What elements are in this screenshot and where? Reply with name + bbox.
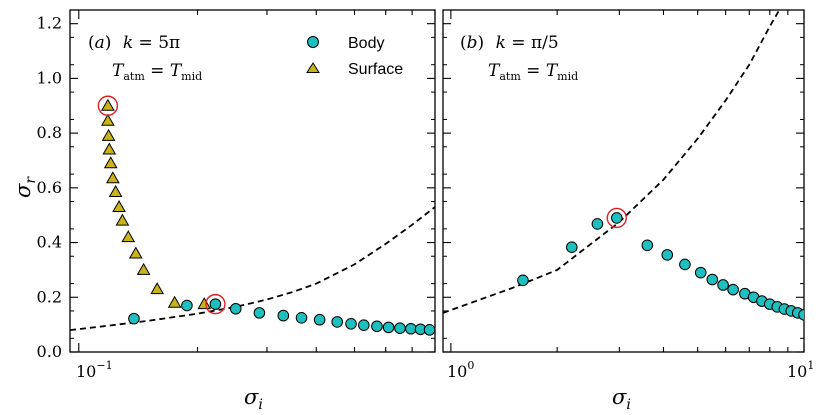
- body-point: [679, 258, 691, 271]
- body-point: [277, 309, 290, 322]
- surface-point: [121, 230, 136, 243]
- panel-b-highlight-circles: [606, 207, 627, 229]
- panel-b-frame: [442, 9, 805, 353]
- panel-b-y-ticks: [443, 23, 804, 353]
- panel-a-label: (a) k = 5π: [88, 33, 180, 53]
- surface-point: [115, 213, 130, 226]
- panel-a-x-ticks: [78, 10, 436, 352]
- body-point: [694, 266, 707, 279]
- legend: Body Surface: [306, 35, 403, 78]
- legend-body-label: Body: [348, 35, 384, 52]
- y-axis-title: σr: [11, 176, 39, 198]
- body-point: [405, 322, 417, 335]
- body-point: [331, 316, 343, 328]
- panel-a-highlight-circles: [97, 95, 226, 315]
- panel-a-dashed-curve: [70, 206, 435, 331]
- body-point: [565, 241, 578, 254]
- body-point: [128, 312, 140, 325]
- surface-point: [167, 295, 182, 308]
- body-point: [345, 318, 357, 330]
- highlight-circle: [97, 95, 119, 116]
- body-point: [181, 299, 193, 312]
- panel-b-x-ticks: [450, 10, 805, 352]
- x-axis-title-b: σi: [612, 385, 631, 413]
- x-tick-label-b1: 101: [787, 359, 814, 381]
- body-point: [358, 319, 370, 331]
- surface-point: [102, 142, 117, 155]
- y-tick-label: 1.0: [37, 68, 62, 87]
- panel-a-y-ticks: [70, 23, 435, 353]
- body-point: [229, 302, 242, 315]
- panel-a: (a) k = 5π Tatm = Tmid Body Surface: [69, 9, 436, 353]
- body-point: [661, 249, 674, 261]
- panel-a-frame: [69, 9, 436, 353]
- x-axis-title-a: σi: [244, 385, 263, 413]
- body-point: [727, 283, 739, 296]
- panel-a-surface-points: [101, 98, 212, 310]
- highlight-circle: [205, 293, 226, 315]
- body-point: [382, 321, 395, 334]
- body-point: [798, 308, 804, 321]
- panel-b-body-points: [517, 212, 804, 321]
- body-point: [209, 298, 222, 310]
- y-tick-label: 0.6: [37, 178, 62, 197]
- surface-point: [128, 246, 143, 259]
- surface-point: [101, 128, 116, 141]
- body-point: [313, 313, 326, 326]
- surface-point: [101, 98, 115, 111]
- x-tick-label-a: 10−1: [76, 359, 113, 381]
- surface-point: [105, 171, 120, 184]
- body-point: [253, 307, 266, 319]
- body-point: [423, 324, 435, 336]
- surface-point: [136, 262, 151, 275]
- body-point: [641, 239, 654, 252]
- surface-point: [150, 282, 165, 295]
- highlight-circle: [606, 207, 627, 229]
- legend-surface-label: Surface: [348, 61, 403, 78]
- panel-a-temp-annotation: Tatm = Tmid: [112, 61, 202, 83]
- body-point: [371, 320, 383, 333]
- panel-b: (b) k = π/5 Tatm = Tmid: [442, 9, 805, 353]
- legend-surface-marker: [306, 62, 320, 73]
- y-tick-label: 0.2: [37, 287, 62, 306]
- surface-point: [103, 156, 118, 169]
- surface-point: [108, 184, 123, 197]
- body-point: [295, 312, 308, 324]
- y-tick-label: 0.0: [37, 342, 62, 361]
- panel-a-body-points: [128, 298, 435, 336]
- surface-point: [197, 297, 212, 310]
- body-point: [717, 279, 729, 291]
- legend-body-marker: [307, 36, 319, 48]
- body-point: [610, 212, 623, 224]
- surface-point: [112, 199, 126, 212]
- panel-b-label: (b) k = π/5: [460, 33, 559, 53]
- surface-point: [101, 113, 115, 126]
- panel-b-temp-annotation: Tatm = Tmid: [488, 61, 578, 83]
- y-tick-label: 0.8: [37, 123, 62, 142]
- y-tick-label: 1.2: [37, 14, 62, 33]
- y-tick-label: 0.4: [37, 233, 62, 252]
- body-point: [517, 274, 529, 287]
- body-point: [591, 218, 604, 230]
- x-tick-label-b0: 100: [447, 359, 474, 381]
- body-point: [394, 322, 406, 334]
- y-tick-labels: 0.0 0.2 0.4 0.6 0.8 1.0 1.2: [37, 14, 62, 361]
- panel-b-dashed-curve: [443, 10, 781, 314]
- body-point: [706, 273, 719, 286]
